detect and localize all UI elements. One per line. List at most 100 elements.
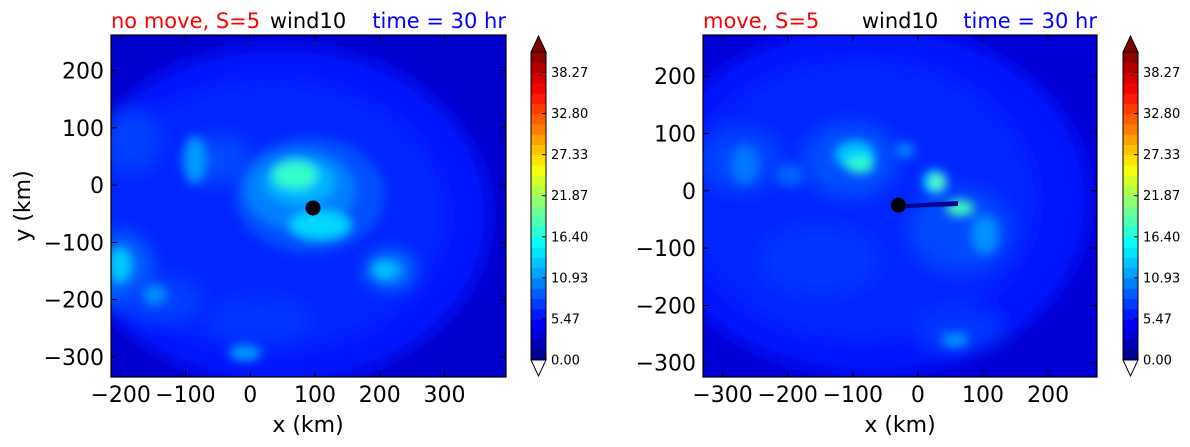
colorbar-level (531, 175, 546, 187)
y-tick-label: 200 (654, 65, 696, 90)
colorbar-level (531, 52, 546, 63)
y-tick-label: −100 (636, 237, 696, 262)
colorbar-level (531, 62, 546, 74)
panel-2-title-right: time = 30 hr (963, 9, 1097, 33)
colorbar-tick-label: 0.00 (1143, 354, 1172, 369)
colorbar-level (531, 185, 546, 197)
x-tick-label: 100 (294, 383, 336, 408)
colorbar-level (1123, 113, 1138, 125)
colorbar-level (1123, 62, 1138, 74)
panel-2-colorbar: 0.00 5.47 10.93 16.40 21.87 27.33 32.80 38.27 (1122, 34, 1180, 378)
colorbar-level (1123, 134, 1138, 145)
colorbar-frame (530, 51, 547, 361)
y-tick-label: 0 (682, 180, 696, 205)
y-tick-label: 100 (62, 117, 104, 142)
colorbar-level (531, 226, 546, 238)
colorbar-level (531, 216, 546, 228)
y-tick-label: 100 (654, 123, 696, 148)
colorbar-level (531, 123, 546, 135)
colorbar-level (531, 72, 546, 84)
x-tick-label: 200 (1027, 383, 1069, 408)
colorbar-tick-label: 16.40 (1143, 230, 1180, 245)
colorbar-level (531, 308, 546, 320)
colorbar-level (1123, 257, 1138, 269)
colorbar-level (1123, 206, 1138, 217)
colorbar-level (1123, 339, 1138, 351)
colorbar-tick-label: 27.33 (1143, 148, 1180, 163)
y-tick-label: −200 (636, 294, 696, 319)
colorbar-level (1123, 216, 1138, 228)
colorbar-tick-label: 16.40 (551, 230, 588, 245)
colorbar-level (1123, 277, 1138, 289)
y-tick-label: −100 (44, 231, 104, 256)
colorbar-level (531, 288, 546, 299)
panel-1-frame (110, 34, 507, 378)
x-tick-label: 200 (359, 383, 401, 408)
colorbar-level (1123, 247, 1138, 258)
panel-1-title-center: wind10 (270, 9, 346, 33)
colorbar-level (531, 298, 546, 310)
colorbar-level (531, 93, 546, 104)
colorbar-tick-label: 38.27 (551, 66, 588, 81)
colorbar-level (1123, 72, 1138, 84)
colorbar-level (531, 329, 546, 341)
panel-1-title-left: no move, S=5 (111, 9, 260, 33)
colorbar-level (1123, 185, 1138, 197)
x-tick-label: −100 (823, 383, 883, 408)
colorbar-level (531, 103, 546, 115)
colorbar-level (531, 247, 546, 258)
colorbar-level (1123, 226, 1138, 238)
x-tick-label: −100 (155, 383, 215, 408)
panel-1-ylabel: y (km) (11, 170, 36, 241)
panel-2-field (703, 35, 1097, 377)
colorbar-level (531, 318, 546, 330)
colorbar-level (1123, 329, 1138, 341)
colorbar-tick-label: 0.00 (551, 354, 580, 369)
colorbar-level (531, 349, 546, 361)
panel-2-frame (702, 34, 1098, 378)
colorbar-extend-max (530, 34, 547, 53)
colorbar-level (531, 195, 546, 207)
y-tick-label: −300 (44, 346, 104, 371)
colorbar-level (1123, 349, 1138, 361)
colorbar-level (1123, 52, 1138, 63)
colorbar-level (531, 236, 546, 248)
colorbar-level (531, 257, 546, 269)
colorbar-tick-label: 10.93 (1143, 271, 1180, 286)
colorbar-level (1123, 123, 1138, 135)
panel-1-colorbar: 0.00 5.47 10.93 16.40 21.87 27.33 32.80 38.27 (530, 34, 588, 378)
colorbar-tick-label: 5.47 (551, 312, 580, 327)
colorbar-level (1123, 195, 1138, 207)
colorbar-level (531, 82, 546, 94)
y-tick-label: −300 (636, 352, 696, 377)
colorbar-level (1123, 267, 1138, 279)
x-tick-label: −300 (692, 383, 752, 408)
colorbar-extend-min (1122, 359, 1139, 378)
colorbar-level (531, 134, 546, 145)
y-tick-label: 0 (90, 174, 104, 199)
colorbar-level (531, 206, 546, 217)
colorbar-level (531, 277, 546, 289)
colorbar-tick-label: 32.80 (1143, 107, 1180, 122)
panel-1-xlabel: x (km) (272, 413, 343, 438)
colorbar-level (1123, 288, 1138, 299)
colorbar-level (1123, 308, 1138, 320)
colorbar-level (531, 113, 546, 125)
colorbar-tick-label: 5.47 (1143, 312, 1172, 327)
colorbar-tick-label: 32.80 (551, 107, 588, 122)
x-tick-label: −200 (757, 383, 817, 408)
colorbar-level (1123, 298, 1138, 310)
colorbar-extend-max (1122, 34, 1139, 53)
x-tick-label: 0 (911, 383, 925, 408)
y-tick-label: −200 (44, 289, 104, 314)
colorbar-frame (1122, 51, 1139, 361)
x-tick-label: 100 (962, 383, 1004, 408)
center-marker (890, 197, 906, 213)
colorbar-level (1123, 103, 1138, 115)
panel-1-title-right: time = 30 hr (372, 9, 506, 33)
